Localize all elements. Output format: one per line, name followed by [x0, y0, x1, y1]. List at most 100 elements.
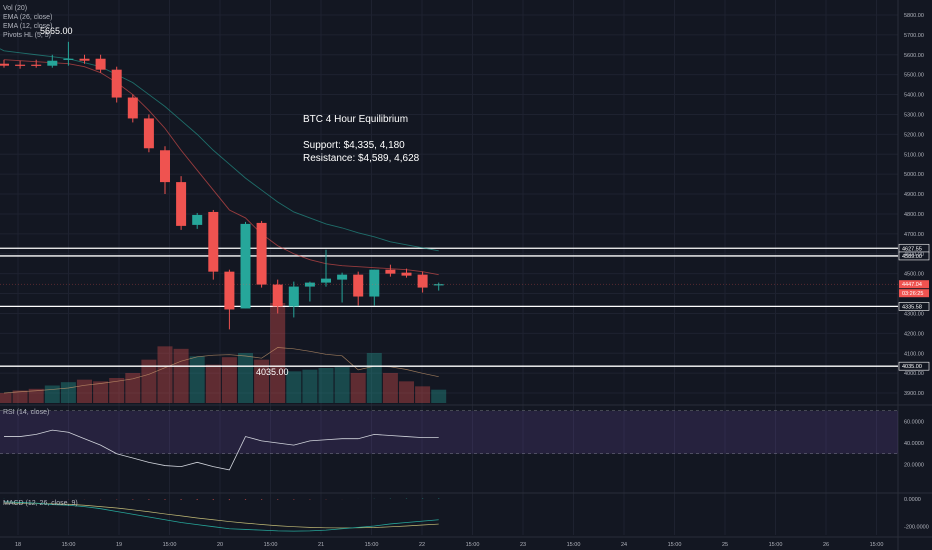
time-axis-label: 21: [318, 542, 324, 548]
candle: [256, 220, 267, 288]
legend-pivots[interactable]: Pivots HL (5, 5): [3, 32, 51, 39]
macd-pane: 0.0000 -200.0000: [3, 497, 929, 532]
volume-bar: [205, 364, 221, 403]
candle: [208, 209, 219, 280]
candle: [143, 114, 154, 153]
price-axis-label: 5800.00: [904, 13, 924, 19]
candle-body: [31, 64, 42, 66]
time-axis-label: 15:00: [62, 542, 76, 548]
level-tag-box: [898, 302, 930, 311]
countdown-tag: 03:26:25: [899, 289, 929, 298]
price-axis-label: 5400.00: [904, 93, 924, 99]
rsi-legend[interactable]: RSI (14, close): [3, 409, 50, 416]
candle-body: [176, 182, 187, 226]
chart-annotation[interactable]: BTC 4 Hour Equilibrium Support: $4,335, …: [303, 113, 419, 165]
macd-axis-label: -200.0000: [904, 525, 929, 531]
volume-bar: [109, 378, 125, 403]
time-axis-label: 15:00: [567, 542, 581, 548]
volume-bar: [28, 388, 44, 403]
candle-body: [256, 222, 267, 285]
candle-body: [143, 118, 154, 149]
countdown-tag-box: [899, 289, 929, 298]
level-price-tag: 4335.58: [898, 302, 930, 311]
candle: [111, 66, 122, 103]
candle: [385, 264, 396, 277]
candle: [369, 269, 380, 306]
price-axis-label: 4300.00: [904, 311, 924, 317]
pivot-high-label: 5665.00: [40, 26, 73, 36]
rsi-axis-label: 40.0000: [904, 441, 924, 447]
candle: [127, 94, 138, 123]
volume-bar: [415, 386, 431, 403]
time-axis-label: 19: [116, 542, 122, 548]
level-tag-text: 4335.58: [902, 304, 922, 310]
candle-body: [417, 274, 428, 288]
candle-body: [369, 269, 380, 297]
candle-body: [111, 69, 122, 98]
candle-body: [337, 274, 348, 280]
candle-body: [79, 58, 90, 61]
volume-bar: [254, 359, 270, 403]
volume-bars: [0, 303, 447, 403]
level-price-tag: 4589.00: [898, 251, 930, 261]
time-axis-label: 15:00: [163, 542, 177, 548]
candle-body: [304, 282, 315, 287]
macd-legend[interactable]: MACD (12, 26, close, 9): [3, 500, 78, 507]
price-axis-label: 4900.00: [904, 192, 924, 198]
price-axis-label: 3900.00: [904, 391, 924, 397]
pivot-low-label: 4035.00: [256, 367, 289, 377]
rsi-axis-label: 60.0000: [904, 420, 924, 426]
price-axis-label: 4600.00: [904, 252, 924, 258]
last-price-tag: 4447.04: [899, 280, 929, 289]
time-axis-label: 15:00: [769, 542, 783, 548]
price-axis-label: 4700.00: [904, 232, 924, 238]
candle-body: [353, 274, 364, 297]
level-tag-box: [898, 361, 930, 371]
candle: [288, 281, 299, 318]
price-axis-label: 5300.00: [904, 112, 924, 118]
candle-body: [224, 271, 235, 310]
volume-bar: [382, 373, 398, 403]
time-axis-label: 15:00: [668, 542, 682, 548]
volume-bar: [77, 379, 92, 403]
volume-bar: [366, 353, 382, 403]
time-axis-label: 15:00: [466, 542, 480, 548]
price-axis-label: 4200.00: [904, 331, 924, 337]
time-axis-label: 25: [722, 542, 728, 548]
candle: [240, 221, 251, 309]
candle-body: [160, 150, 170, 183]
level-tag-text: 4627.55: [902, 246, 922, 252]
axes: 5800.00 5700.00 5600.00 5500.00 5400.00 5300.…: [15, 13, 929, 548]
level-price-tag: 4035.00: [898, 361, 930, 371]
volume-bar: [238, 353, 253, 403]
volume-bar: [286, 371, 302, 403]
rsi-pane: 60.0000 40.0000 20.0000: [0, 410, 924, 471]
candle: [47, 54, 58, 68]
volume-ma-line: [3, 347, 439, 394]
volume-bar: [334, 367, 350, 403]
candle-body: [288, 286, 299, 307]
candle: [321, 249, 331, 287]
legend-ema12[interactable]: EMA (12, close): [3, 23, 53, 30]
level-tag-box: [898, 251, 930, 261]
horizontal-levels[interactable]: 4627.55 4589.00 4335.58 4035.00: [0, 243, 930, 371]
macd-line: [3, 501, 439, 532]
legend-vol[interactable]: Vol (20): [3, 5, 28, 12]
candle: [401, 268, 412, 278]
candle: [31, 59, 42, 68]
candle: [272, 279, 283, 314]
candle-body: [401, 272, 412, 276]
candle-body: [95, 58, 106, 70]
legend-ema26[interactable]: EMA (26, close): [3, 14, 53, 21]
annotation-support: Support: $4,335, 4,180: [303, 140, 405, 151]
macd-signal-line: [4, 502, 439, 529]
candle-body: [321, 278, 331, 283]
macd-axis-label: 0.0000: [904, 497, 921, 503]
candle: [433, 282, 444, 291]
candle-body: [272, 284, 283, 307]
price-axis-label: 5000.00: [904, 172, 924, 178]
rsi-line: [4, 429, 439, 471]
